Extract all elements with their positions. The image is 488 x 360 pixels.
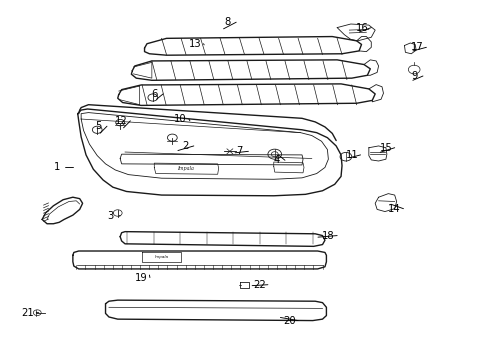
Text: 20: 20	[283, 316, 295, 325]
Text: 22: 22	[252, 280, 265, 290]
Text: 16: 16	[355, 23, 368, 33]
Text: 1: 1	[54, 162, 60, 172]
Text: 5: 5	[95, 121, 101, 131]
Text: 9: 9	[410, 71, 417, 81]
Text: 4: 4	[272, 155, 279, 165]
Text: 14: 14	[387, 204, 400, 214]
Text: Impala: Impala	[177, 166, 194, 171]
Text: 6: 6	[151, 89, 157, 99]
Text: Impala: Impala	[154, 256, 168, 260]
Text: 2: 2	[182, 141, 188, 151]
Text: 10: 10	[173, 114, 186, 124]
Text: 12: 12	[115, 116, 128, 126]
Text: 21: 21	[21, 308, 34, 318]
Text: 13: 13	[188, 39, 201, 49]
Text: 17: 17	[410, 42, 423, 52]
Text: 8: 8	[224, 17, 230, 27]
Text: 18: 18	[322, 231, 334, 240]
Text: 19: 19	[135, 273, 147, 283]
Text: 3: 3	[107, 211, 113, 221]
Text: 15: 15	[379, 143, 391, 153]
Text: 11: 11	[345, 150, 357, 160]
Text: 7: 7	[236, 146, 243, 156]
